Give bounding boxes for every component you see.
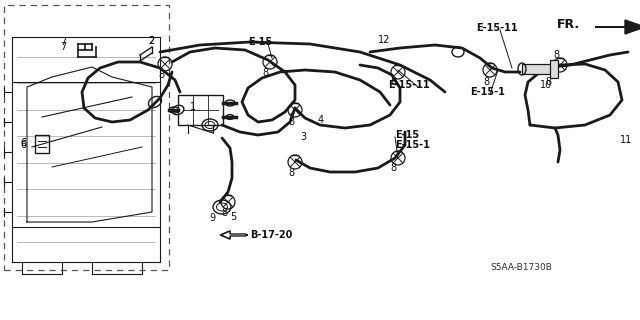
Text: E-15: E-15 — [248, 37, 272, 47]
Text: 1: 1 — [190, 102, 196, 112]
Text: FR.: FR. — [557, 18, 580, 30]
Text: 5: 5 — [230, 212, 236, 222]
Text: 8: 8 — [288, 117, 294, 127]
Bar — [522, 64, 552, 74]
Text: 2: 2 — [148, 36, 154, 46]
FancyArrow shape — [221, 231, 246, 239]
Text: 8: 8 — [158, 70, 164, 80]
Text: 6: 6 — [20, 140, 26, 150]
Text: 9: 9 — [209, 213, 215, 223]
Text: 8: 8 — [262, 68, 268, 78]
Text: E-15-11: E-15-11 — [476, 23, 518, 33]
Text: 8: 8 — [545, 77, 551, 87]
Text: 8: 8 — [288, 168, 294, 178]
Text: 8: 8 — [390, 163, 396, 173]
Text: S5AA-B1730B: S5AA-B1730B — [490, 263, 552, 273]
Text: E-15-11: E-15-11 — [388, 80, 429, 90]
Text: 11: 11 — [620, 135, 632, 145]
Text: 2: 2 — [148, 36, 154, 46]
Bar — [178, 95, 223, 125]
Text: E-15-1: E-15-1 — [470, 87, 505, 97]
Text: 7: 7 — [60, 37, 67, 47]
Text: 8: 8 — [221, 208, 227, 218]
Text: 7: 7 — [60, 42, 67, 52]
Text: B-17-20: B-17-20 — [250, 230, 292, 240]
Text: 8: 8 — [553, 50, 559, 60]
Bar — [4, 5, 169, 270]
Text: 12: 12 — [378, 35, 390, 45]
Text: 8: 8 — [390, 77, 396, 87]
Text: 10: 10 — [540, 80, 552, 90]
Text: E-15: E-15 — [395, 130, 419, 140]
Text: 4: 4 — [318, 115, 324, 125]
Bar — [550, 60, 558, 78]
Text: 3: 3 — [300, 132, 306, 142]
FancyArrow shape — [220, 231, 248, 239]
Text: E-15-1: E-15-1 — [395, 140, 430, 150]
Text: 8: 8 — [483, 77, 489, 87]
FancyArrow shape — [595, 20, 640, 34]
Text: 6: 6 — [20, 138, 26, 148]
